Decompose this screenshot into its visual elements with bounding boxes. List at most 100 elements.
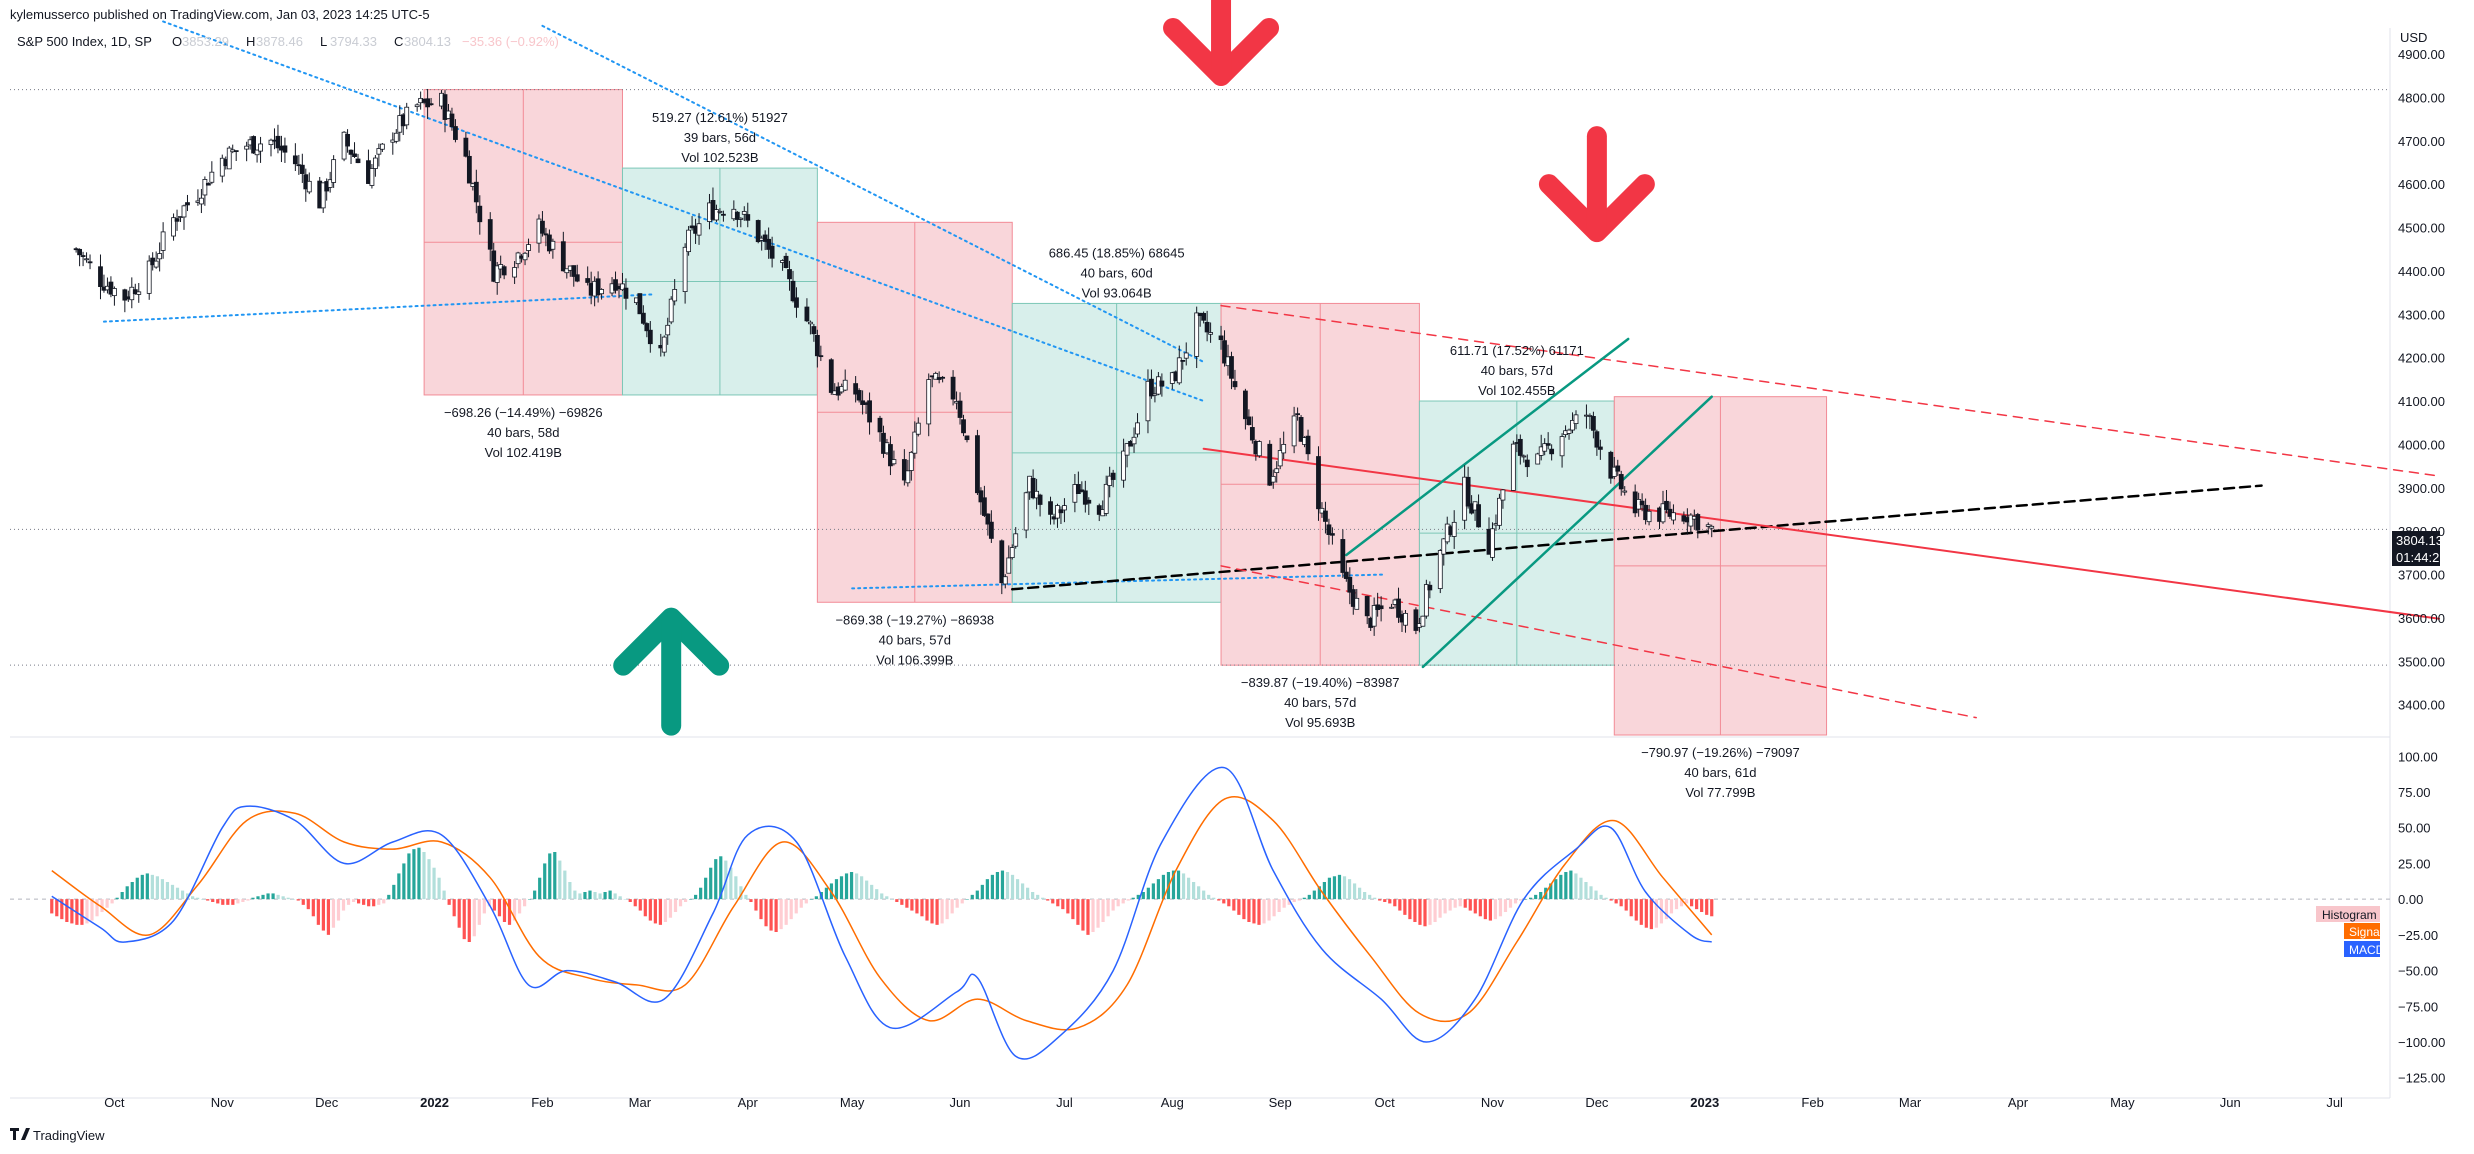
candle-body[interactable] [1330,533,1335,536]
candle-body[interactable] [1364,595,1370,617]
candle-body[interactable] [258,143,263,152]
candle-body[interactable] [1274,468,1280,474]
candle-body[interactable] [1413,609,1419,631]
histogram-bar[interactable] [65,899,69,922]
candle-body[interactable] [268,139,274,146]
histogram-bar[interactable] [457,899,461,928]
histogram-bar[interactable] [502,899,507,922]
candle-body[interactable] [1347,576,1353,593]
candle-body[interactable] [1159,380,1165,387]
histogram-bar[interactable] [211,899,215,902]
candle-body[interactable] [327,179,333,188]
histogram-bar[interactable] [70,899,74,924]
histogram-bar[interactable] [1081,899,1085,931]
histogram-bar[interactable] [975,890,979,900]
candle-body[interactable] [292,155,298,165]
histogram-bar[interactable] [296,899,300,901]
histogram-bar[interactable] [1710,899,1714,917]
histogram-bar[interactable] [331,899,336,928]
candle-body[interactable] [811,326,817,335]
histogram-bar[interactable] [1096,899,1100,928]
candle-body[interactable] [766,238,772,250]
histogram-bar[interactable] [1071,899,1075,920]
candle-body[interactable] [487,219,493,250]
histogram-bar[interactable] [175,887,180,900]
histogram-bar[interactable] [110,899,114,904]
histogram-bar[interactable] [60,899,64,920]
candle-body[interactable] [985,513,991,525]
candle-body[interactable] [842,379,848,391]
candle-body[interactable] [1048,501,1053,515]
histogram-bar[interactable] [1674,899,1679,910]
histogram-bar[interactable] [1368,894,1372,900]
histogram-bar[interactable] [1212,897,1216,900]
histogram-bar[interactable] [256,896,260,900]
candle-body[interactable] [745,214,751,221]
histogram-bar[interactable] [960,899,964,904]
histogram-bar[interactable] [1202,890,1206,900]
histogram-bar[interactable] [588,890,592,900]
histogram-bar[interactable] [1242,899,1246,920]
candle-body[interactable] [352,153,357,157]
histogram-bar[interactable] [769,899,773,931]
candle-body[interactable] [1451,521,1457,537]
candle-body[interactable] [463,137,469,157]
histogram-bar[interactable] [905,899,909,908]
histogram-bar[interactable] [1181,873,1186,900]
candle-body[interactable] [348,149,354,155]
candle-body[interactable] [975,435,980,494]
histogram-bar[interactable] [950,899,954,914]
histogram-bar[interactable] [1539,892,1543,900]
candle-body[interactable] [1427,584,1433,591]
histogram-bar[interactable] [774,899,778,932]
candle-body[interactable] [1671,512,1676,521]
histogram-bar[interactable] [387,894,391,900]
histogram-bar[interactable] [1584,882,1588,900]
histogram-bar[interactable] [432,867,436,900]
histogram-bar[interactable] [1599,894,1603,900]
candle-body[interactable] [982,497,987,516]
histogram-bar[interactable] [231,899,235,905]
candle-body[interactable] [219,157,225,177]
histogram-bar[interactable] [658,899,663,925]
histogram-bar[interactable] [860,876,864,900]
candle-body[interactable] [540,220,545,234]
histogram-bar[interactable] [598,893,602,900]
histogram-bar[interactable] [1061,899,1065,910]
histogram-bar[interactable] [191,896,195,900]
histogram-bar[interactable] [1337,874,1342,900]
histogram-bar[interactable] [814,896,818,900]
candle-body[interactable] [1542,443,1548,452]
histogram-bar[interactable] [125,886,129,900]
histogram-bar[interactable] [1232,899,1236,911]
histogram-bar[interactable] [306,899,310,910]
candle-body[interactable] [891,459,897,465]
histogram-bar[interactable] [497,899,502,917]
histogram-bar[interactable] [1448,899,1452,911]
trendline-10[interactable] [1421,395,1713,669]
histogram-bar[interactable] [1363,892,1367,900]
histogram-bar[interactable] [1156,879,1160,900]
histogram-bar[interactable] [1257,899,1261,925]
candle-body[interactable] [522,252,528,261]
histogram-bar[interactable] [1041,897,1045,900]
histogram-bar[interactable] [357,899,361,904]
candle-body[interactable] [957,400,963,418]
histogram-bar[interactable] [1252,899,1256,924]
candle-body[interactable] [814,334,820,357]
trendline-6[interactable] [1202,447,2441,620]
candle-body[interactable] [940,376,946,379]
candle-body[interactable] [790,280,796,302]
histogram-bar[interactable] [522,899,527,907]
histogram-bar[interactable] [653,899,657,924]
histogram-bar[interactable] [412,849,416,900]
histogram-bar[interactable] [1574,873,1578,900]
candle-body[interactable] [1110,472,1116,480]
histogram-bar[interactable] [1413,899,1417,922]
candle-body[interactable] [1062,505,1067,511]
histogram-bar[interactable] [633,899,637,907]
candle-body[interactable] [174,218,180,222]
candle-body[interactable] [87,261,93,264]
candle-body[interactable] [620,283,625,291]
histogram-bar[interactable] [1478,899,1482,917]
